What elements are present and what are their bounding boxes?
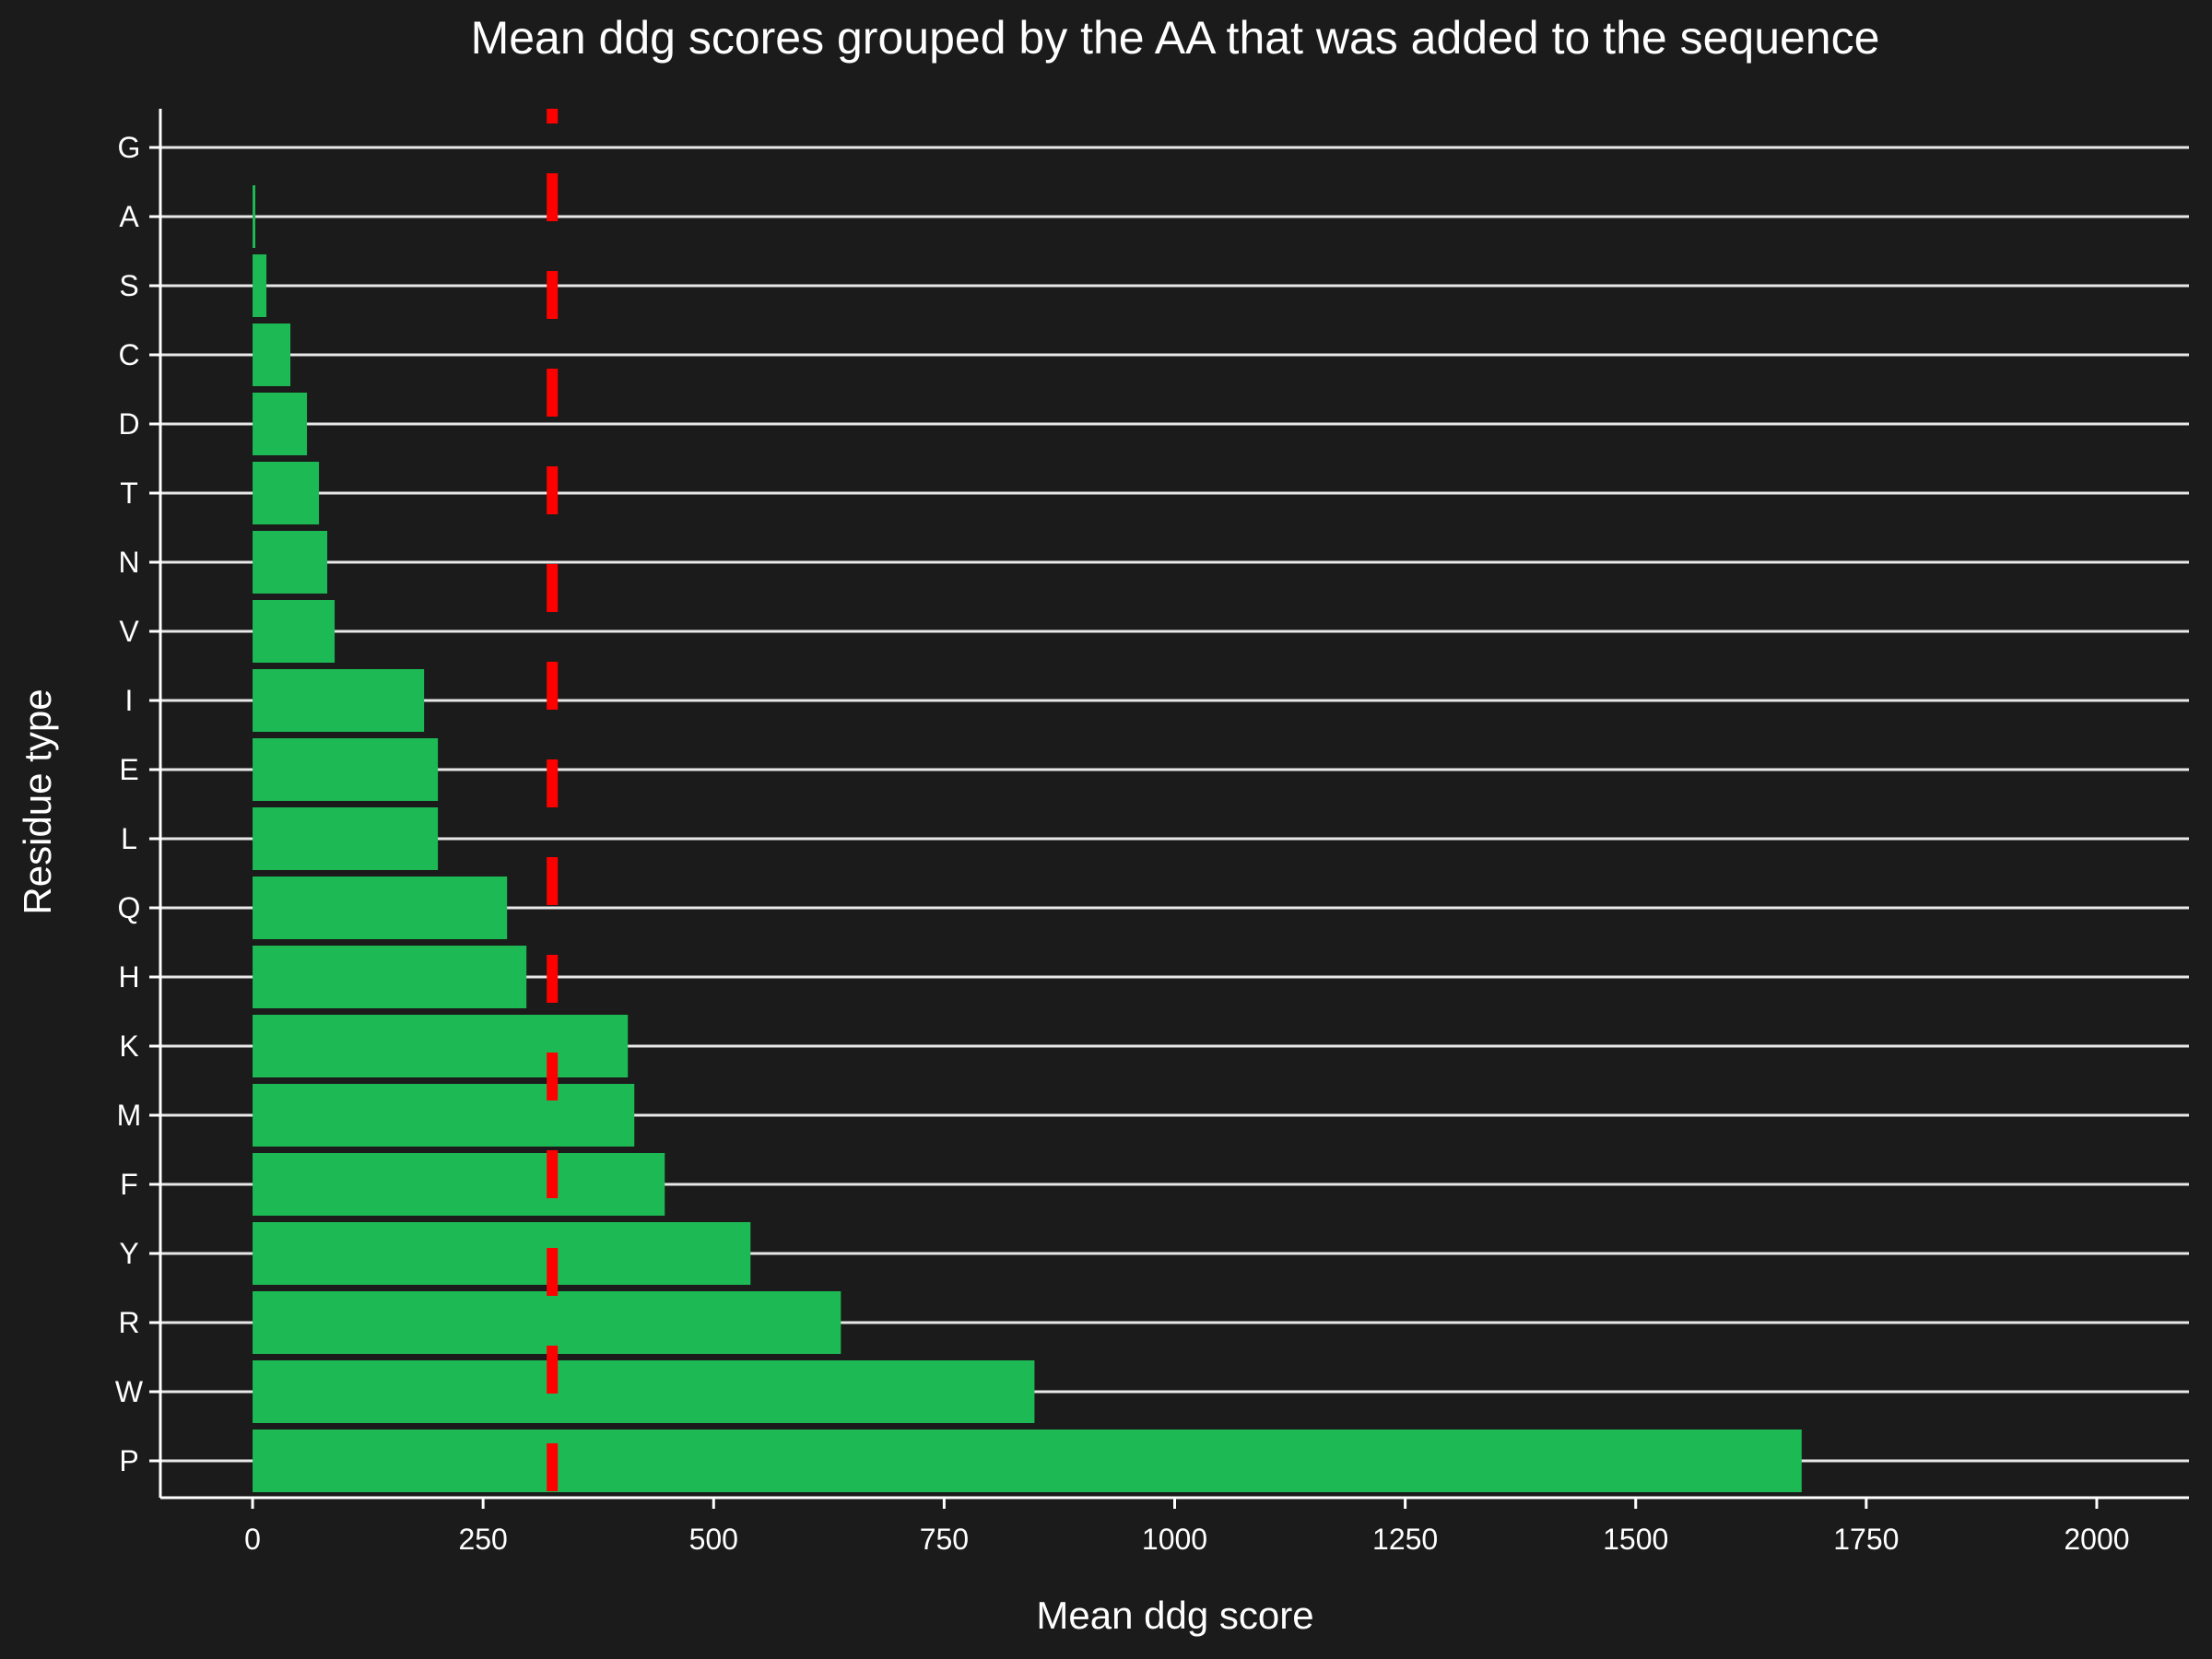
bar [253, 1291, 841, 1354]
bar [253, 1153, 665, 1216]
y-tick-label: H [118, 960, 139, 994]
x-axis-title: Mean ddg score [1036, 1594, 1313, 1637]
y-tick-label: L [121, 822, 137, 855]
y-tick-label: D [118, 407, 139, 441]
y-tick-label: I [125, 684, 134, 717]
bar [253, 1222, 751, 1285]
x-tick-label: 750 [920, 1523, 969, 1556]
bar [253, 1360, 1035, 1423]
bar [253, 254, 267, 317]
x-tick-label: 1750 [1833, 1523, 1899, 1556]
y-tick-label: N [118, 546, 139, 579]
y-tick-label: V [119, 615, 139, 648]
gridlines [160, 146, 2189, 1463]
bar [253, 393, 308, 455]
y-tick-label: T [120, 477, 138, 510]
bar [253, 531, 328, 594]
x-tick-label: 1000 [1142, 1523, 1207, 1556]
y-tick-label: M [117, 1099, 142, 1132]
x-tick-label: 250 [458, 1523, 507, 1556]
x-tick-label: 500 [689, 1523, 738, 1556]
x-tick-label: 0 [244, 1523, 261, 1556]
bar [253, 1084, 635, 1147]
y-tick-label: R [118, 1306, 139, 1339]
bar [253, 185, 256, 248]
y-tick-label: K [119, 1030, 138, 1063]
y-tick-label: Y [119, 1237, 138, 1270]
bars [253, 185, 1802, 1492]
x-tick-label: 1500 [1603, 1523, 1668, 1556]
y-ticks: G A S C D T N V I E L Q H K M F Y R W P [115, 131, 160, 1477]
bar [253, 1015, 629, 1077]
bar [253, 1430, 1802, 1492]
y-axis-title: Residue type [16, 688, 59, 914]
bar [253, 600, 335, 663]
y-tick-label: W [115, 1375, 144, 1408]
y-tick-label: C [118, 338, 139, 371]
x-ticks: 0 250 500 750 1000 1250 1500 1750 2000 [244, 1498, 2130, 1556]
y-tick-label: Q [118, 891, 141, 924]
y-tick-label: G [118, 131, 141, 164]
bar [253, 738, 439, 801]
y-tick-label: P [119, 1444, 138, 1477]
bar [253, 462, 320, 524]
y-tick-label: E [119, 753, 138, 786]
bar [253, 324, 291, 386]
x-tick-label: 1250 [1372, 1523, 1438, 1556]
bar [253, 877, 508, 939]
y-tick-label: A [119, 200, 139, 233]
bar [253, 946, 527, 1008]
chart-title: Mean ddg scores grouped by the AA that w… [471, 12, 1880, 64]
bar [253, 807, 439, 870]
y-tick-label: F [120, 1168, 138, 1201]
x-tick-label: 2000 [2064, 1523, 2129, 1556]
y-tick-label: S [119, 269, 138, 302]
bar [253, 669, 425, 732]
